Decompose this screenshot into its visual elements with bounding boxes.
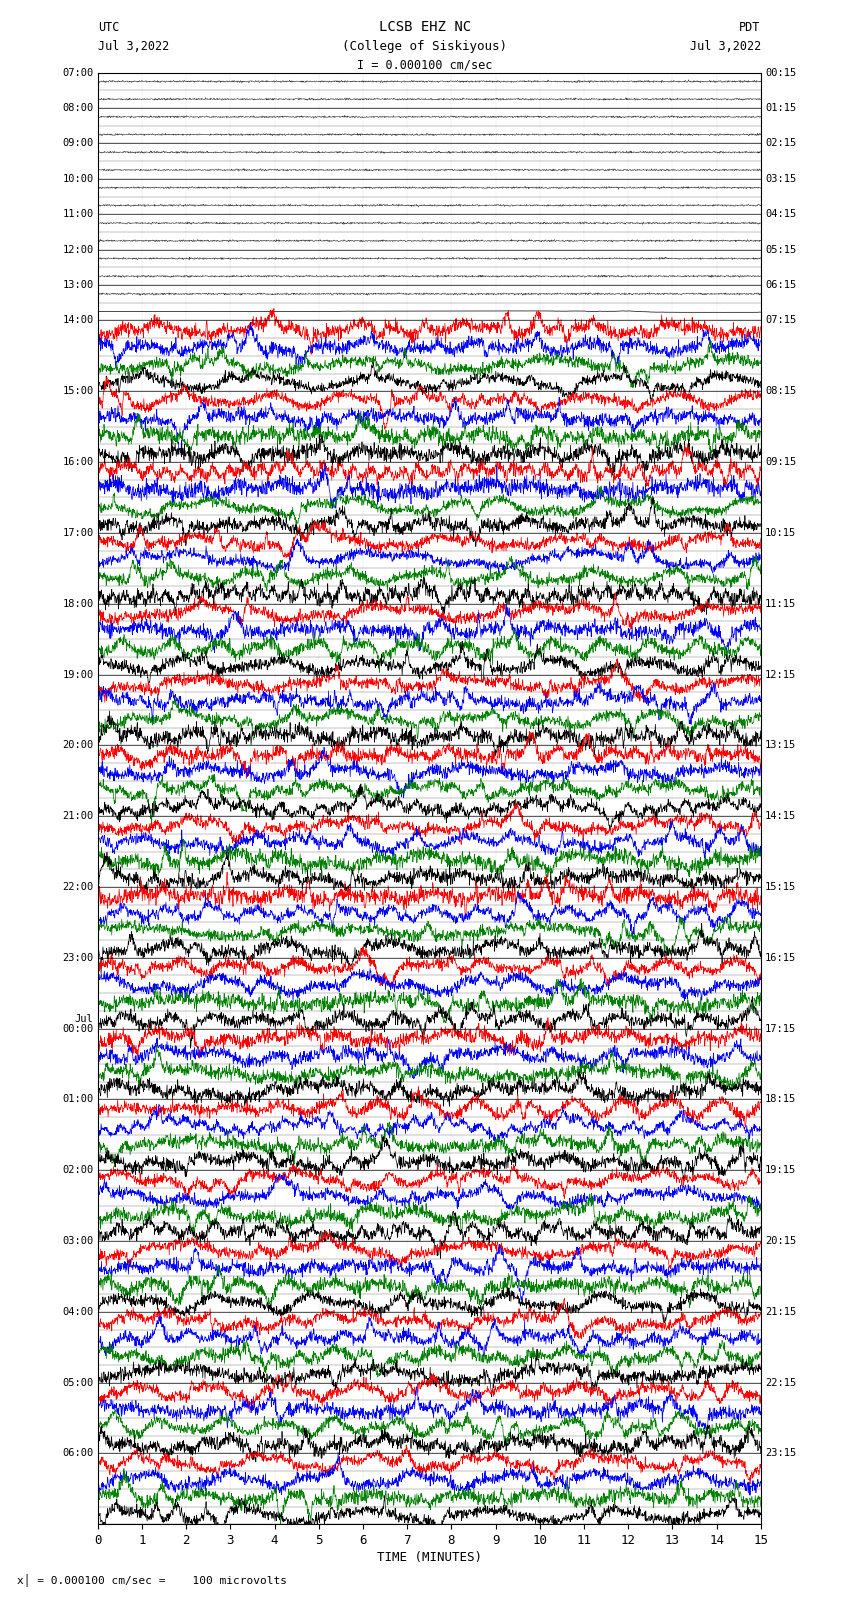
Text: 06:00: 06:00: [62, 1448, 94, 1458]
Text: 21:15: 21:15: [765, 1307, 796, 1316]
Text: 05:15: 05:15: [765, 245, 796, 255]
Text: 08:15: 08:15: [765, 386, 796, 397]
Text: 15:15: 15:15: [765, 882, 796, 892]
Text: 07:15: 07:15: [765, 316, 796, 326]
Text: x│ = 0.000100 cm/sec =    100 microvolts: x│ = 0.000100 cm/sec = 100 microvolts: [17, 1574, 287, 1587]
Text: 23:00: 23:00: [62, 953, 94, 963]
Text: PDT: PDT: [740, 21, 761, 34]
Text: 15:00: 15:00: [62, 386, 94, 397]
Text: 09:15: 09:15: [765, 456, 796, 468]
Text: 04:00: 04:00: [62, 1307, 94, 1316]
Text: 20:00: 20:00: [62, 740, 94, 750]
Text: 21:00: 21:00: [62, 811, 94, 821]
Text: 17:15: 17:15: [765, 1024, 796, 1034]
Text: 10:00: 10:00: [62, 174, 94, 184]
Text: 10:15: 10:15: [765, 527, 796, 537]
Text: I = 0.000100 cm/sec: I = 0.000100 cm/sec: [357, 58, 493, 71]
Text: 03:15: 03:15: [765, 174, 796, 184]
Text: 17:00: 17:00: [62, 527, 94, 537]
Text: 03:00: 03:00: [62, 1236, 94, 1245]
Text: 11:15: 11:15: [765, 598, 796, 608]
Text: 11:00: 11:00: [62, 210, 94, 219]
Text: 02:00: 02:00: [62, 1165, 94, 1176]
Text: 00:00: 00:00: [62, 1024, 94, 1034]
Text: 12:15: 12:15: [765, 669, 796, 679]
Text: LCSB EHZ NC: LCSB EHZ NC: [379, 21, 471, 34]
Text: (College of Siskiyous): (College of Siskiyous): [343, 40, 507, 53]
Text: 19:15: 19:15: [765, 1165, 796, 1176]
Text: 16:00: 16:00: [62, 456, 94, 468]
Text: 20:15: 20:15: [765, 1236, 796, 1245]
Text: 04:15: 04:15: [765, 210, 796, 219]
Text: 18:00: 18:00: [62, 598, 94, 608]
Text: 16:15: 16:15: [765, 953, 796, 963]
Text: 12:00: 12:00: [62, 245, 94, 255]
Text: 02:15: 02:15: [765, 139, 796, 148]
Text: 14:15: 14:15: [765, 811, 796, 821]
Text: 13:15: 13:15: [765, 740, 796, 750]
Text: 07:00: 07:00: [62, 68, 94, 77]
Text: 06:15: 06:15: [765, 281, 796, 290]
X-axis label: TIME (MINUTES): TIME (MINUTES): [377, 1552, 482, 1565]
Text: Jul 3,2022: Jul 3,2022: [98, 40, 169, 53]
Text: 22:00: 22:00: [62, 882, 94, 892]
Text: UTC: UTC: [98, 21, 119, 34]
Text: 18:15: 18:15: [765, 1094, 796, 1105]
Text: 08:00: 08:00: [62, 103, 94, 113]
Text: 05:00: 05:00: [62, 1378, 94, 1387]
Text: 14:00: 14:00: [62, 316, 94, 326]
Text: 23:15: 23:15: [765, 1448, 796, 1458]
Text: 01:15: 01:15: [765, 103, 796, 113]
Text: 00:15: 00:15: [765, 68, 796, 77]
Text: 19:00: 19:00: [62, 669, 94, 679]
Text: 09:00: 09:00: [62, 139, 94, 148]
Text: 13:00: 13:00: [62, 281, 94, 290]
Text: 01:00: 01:00: [62, 1094, 94, 1105]
Text: Jul: Jul: [75, 1013, 94, 1024]
Text: Jul 3,2022: Jul 3,2022: [689, 40, 761, 53]
Text: 22:15: 22:15: [765, 1378, 796, 1387]
